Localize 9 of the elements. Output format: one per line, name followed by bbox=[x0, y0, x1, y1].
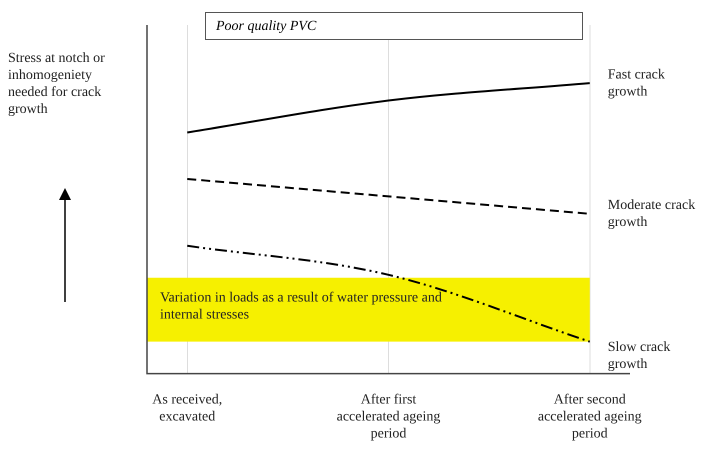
y-axis-title: Stress at notch or inhomogeniety needed for crack growth bbox=[8, 50, 106, 118]
series-label: Fast crack growth bbox=[608, 67, 665, 100]
series-label: Moderate crack growth bbox=[608, 198, 696, 230]
series-label: Slow crack growth bbox=[608, 340, 670, 372]
x-tick-label: As received, excavated bbox=[152, 392, 222, 424]
x-tick-label: After first accelerated ageing period bbox=[336, 392, 440, 442]
x-tick-label: After second accelerated ageing period bbox=[538, 392, 642, 442]
text: Poor quality PVC bbox=[205, 12, 583, 40]
band-label: Variation in loads as a result of water pressure and internal stresses bbox=[160, 290, 442, 322]
